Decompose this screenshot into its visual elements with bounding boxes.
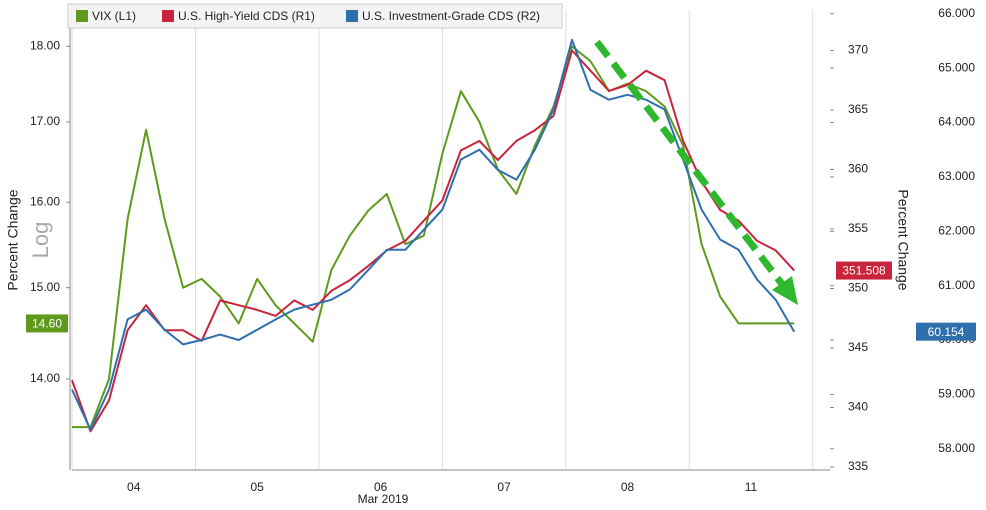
y2-axis-label: Percent Change xyxy=(895,189,911,290)
series-line xyxy=(71,38,796,431)
series-line xyxy=(71,49,795,433)
last-value-label: 60.154 xyxy=(928,325,965,339)
y-tick-label: 17.00 xyxy=(30,114,60,128)
y3-tick-label: 63.000 xyxy=(938,169,975,183)
y2-tick-label: 355 xyxy=(848,221,868,235)
y2-tick-label: 360 xyxy=(848,162,868,176)
series-line xyxy=(72,45,795,429)
x-tick-label: 04 xyxy=(127,480,141,494)
y-tick-label: 15.00 xyxy=(30,280,60,294)
y2-tick-label: 350 xyxy=(848,281,868,295)
y3-tick-label: 62.000 xyxy=(938,223,975,237)
x-tick-label: 05 xyxy=(250,480,264,494)
legend-swatch xyxy=(162,10,174,22)
y2-tick-label: 340 xyxy=(848,400,868,414)
last-value-label: 351.508 xyxy=(842,264,886,278)
y-tick-label: 14.00 xyxy=(30,371,60,385)
x-tick-label: 07 xyxy=(497,480,511,494)
y3-tick-label: 64.000 xyxy=(938,115,975,129)
last-value-label: 14.60 xyxy=(32,317,62,331)
x-axis-label: Mar 2019 xyxy=(358,492,409,506)
legend-label: U.S. High-Yield CDS (R1) xyxy=(178,9,315,23)
legend-label: U.S. Investment-Grade CDS (R2) xyxy=(362,9,540,23)
legend-swatch xyxy=(76,10,88,22)
y3-tick-label: 66.000 xyxy=(938,6,975,20)
y-tick-label: 16.00 xyxy=(30,194,60,208)
last-value-badge xyxy=(916,322,976,341)
trend-arrow xyxy=(594,39,798,305)
y-axis-label: Percent Change xyxy=(5,189,21,290)
arrow-shaft xyxy=(594,39,788,291)
arrow-head xyxy=(772,276,798,305)
y3-tick-label: 58.000 xyxy=(938,441,975,455)
y2-tick-label: 345 xyxy=(848,340,868,354)
x-tick-label: 11 xyxy=(745,480,758,494)
legend-label: VIX (L1) xyxy=(92,9,136,23)
x-tick-label: 06 xyxy=(374,480,388,494)
y2-tick-label: 370 xyxy=(848,43,868,57)
legend-swatch xyxy=(346,10,358,22)
y3-tick-label: 59.000 xyxy=(938,387,975,401)
legend-box xyxy=(67,3,563,29)
y3-tick-label: 61.000 xyxy=(938,278,975,292)
y2-tick-label: 335 xyxy=(848,459,868,473)
x-tick-label: 08 xyxy=(621,480,635,494)
y-tick-label: 18.00 xyxy=(30,38,60,52)
log-note: Log xyxy=(28,222,53,259)
y3-tick-label: 65.000 xyxy=(938,60,975,74)
last-value-badge xyxy=(26,314,68,333)
last-value-badge xyxy=(836,261,892,280)
y2-tick-label: 365 xyxy=(848,102,868,116)
plot: 04 05 06 07 08 11 14.00 15.00 16.00 17.00 18.00 335… xyxy=(26,3,976,494)
